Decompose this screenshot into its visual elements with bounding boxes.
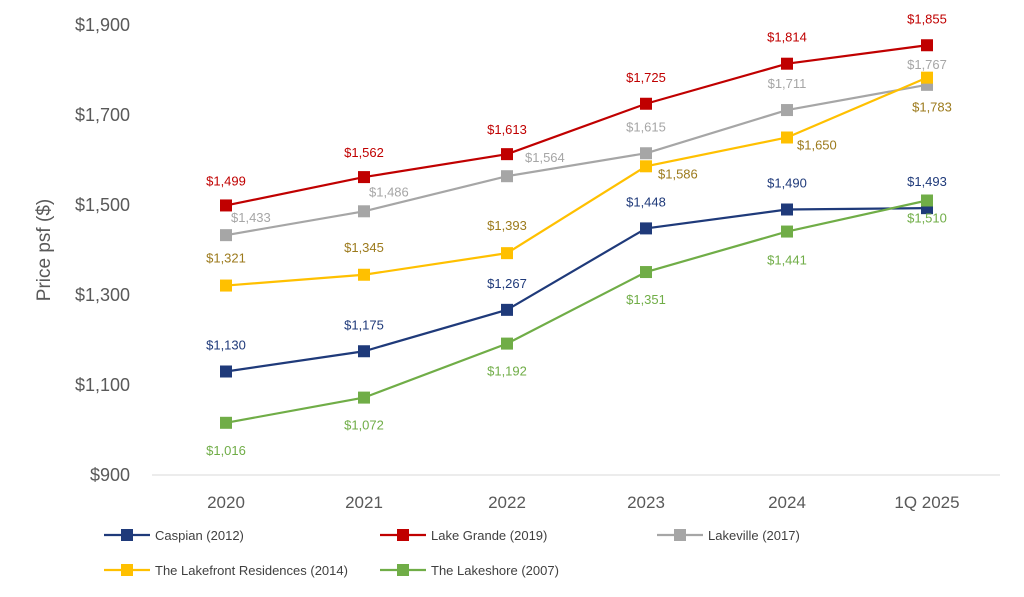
data-label: $1,493	[907, 174, 947, 189]
data-point	[781, 104, 793, 117]
data-point	[640, 222, 652, 235]
data-point	[781, 225, 793, 238]
data-point	[220, 416, 232, 429]
y-tick-label: $1,300	[75, 285, 130, 305]
data-point	[220, 365, 232, 378]
legend-entry: The Lakeshore (2007)	[431, 563, 559, 578]
data-label: $1,441	[767, 253, 807, 268]
x-tick-label: 1Q 2025	[894, 493, 959, 512]
data-point	[501, 247, 513, 260]
data-label: $1,586	[658, 166, 698, 181]
data-point	[781, 203, 793, 216]
data-point	[640, 266, 652, 279]
data-label: $1,016	[206, 443, 246, 458]
data-label: $1,486	[369, 184, 409, 199]
data-label: $1,448	[626, 194, 666, 209]
data-point	[501, 148, 513, 161]
data-point	[501, 170, 513, 183]
x-tick-label: 2022	[488, 493, 526, 512]
x-tick-label: 2023	[627, 493, 665, 512]
y-tick-label: $1,900	[75, 15, 130, 35]
data-point	[921, 39, 933, 52]
series-line	[225, 199, 928, 424]
data-label: $1,490	[767, 176, 807, 191]
legend-swatch-marker	[674, 529, 686, 541]
legend-entry: Lakeville (2017)	[708, 528, 800, 543]
legend-swatch-marker	[397, 529, 409, 541]
data-label: $1,351	[626, 292, 666, 307]
legend-swatch-marker	[121, 564, 133, 576]
legend-swatch-marker	[121, 529, 133, 541]
data-point	[921, 71, 933, 84]
data-label: $1,433	[231, 210, 271, 225]
data-label: $1,393	[487, 218, 527, 233]
data-point	[358, 391, 370, 404]
data-label: $1,725	[626, 70, 666, 85]
data-point	[640, 147, 652, 160]
data-label: $1,072	[344, 418, 384, 433]
data-point	[358, 345, 370, 358]
data-label: $1,615	[626, 119, 666, 134]
series-line	[225, 83, 928, 237]
x-tick-label: 2024	[768, 493, 806, 512]
legend-entry: The Lakefront Residences (2014)	[155, 563, 348, 578]
series-line	[225, 44, 928, 207]
data-point	[781, 57, 793, 70]
data-point	[220, 199, 232, 212]
series-line	[225, 207, 928, 373]
legend-swatch-marker	[397, 564, 409, 576]
data-point	[358, 205, 370, 218]
data-label: $1,267	[487, 276, 527, 291]
data-label: $1,711	[768, 76, 807, 91]
data-point	[501, 303, 513, 316]
data-point	[220, 279, 232, 292]
y-tick-label: $1,500	[75, 195, 130, 215]
data-label: $1,783	[912, 100, 952, 115]
data-label: $1,130	[206, 338, 246, 353]
y-axis-title: Price psf ($)	[34, 199, 55, 301]
data-point	[640, 160, 652, 173]
data-point	[358, 268, 370, 281]
data-label: $1,613	[487, 122, 527, 137]
data-label: $1,192	[487, 364, 527, 379]
data-point	[921, 194, 933, 207]
y-tick-label: $1,100	[75, 375, 130, 395]
x-tick-label: 2020	[207, 493, 245, 512]
data-label: $1,650	[797, 138, 837, 153]
data-label: $1,321	[206, 251, 246, 266]
data-point	[358, 171, 370, 184]
legend-entry: Caspian (2012)	[155, 528, 244, 543]
series-line	[225, 76, 928, 287]
data-point	[781, 131, 793, 144]
data-label: $1,175	[344, 317, 384, 332]
y-tick-label: $900	[90, 465, 130, 485]
x-tick-label: 2021	[345, 493, 383, 512]
legend-entry: Lake Grande (2019)	[431, 528, 547, 543]
data-label: $1,564	[525, 150, 565, 165]
data-label: $1,855	[907, 11, 947, 26]
data-label: $1,767	[907, 57, 947, 72]
data-point	[501, 337, 513, 350]
data-point	[220, 229, 232, 242]
y-tick-label: $1,700	[75, 105, 130, 125]
data-label: $1,562	[344, 145, 384, 160]
data-label: $1,814	[767, 30, 807, 45]
data-label: $1,510	[907, 211, 947, 226]
data-label: $1,345	[344, 240, 384, 255]
data-label: $1,499	[206, 173, 246, 188]
data-point	[640, 97, 652, 110]
